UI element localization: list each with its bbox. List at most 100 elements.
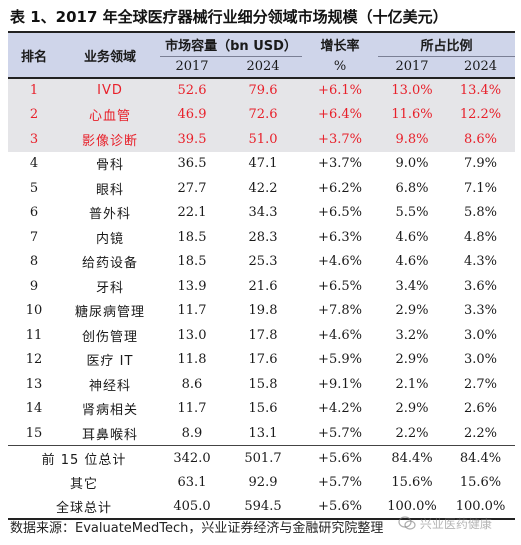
- cell-size-2024: 13.1: [248, 425, 278, 441]
- cell-size-2024: 594.5: [224, 494, 303, 520]
- summary-row: 前 15 位总计 342.0 501.7 +5.6% 84.4% 84.4%: [8, 445, 516, 470]
- cell-share-2024: 84.4%: [446, 445, 516, 470]
- cell-segment: 牙科: [95, 280, 124, 296]
- cell-size-2024: 17.8: [248, 327, 278, 343]
- cell-rank: 8: [29, 254, 39, 270]
- cell-rank: 11: [25, 327, 43, 343]
- cell-size-2017: 13.9: [177, 278, 207, 294]
- cell-rank: 15: [25, 425, 43, 441]
- table-body: 1 IVD 52.6 79.6 +6.1% 13.0% 13.4% 2 心血管 46.9 72.6 +…: [8, 78, 516, 520]
- cell-growth: +6.4%: [318, 107, 362, 123]
- cell-share-2017: 2.1%: [395, 376, 429, 392]
- cell-growth: +6.5%: [318, 205, 362, 221]
- cell-rank: 4: [29, 156, 39, 172]
- cell-size-2024: 72.6: [248, 107, 278, 123]
- cell-rank: 7: [29, 229, 39, 245]
- cell-growth: +5.6%: [302, 445, 379, 470]
- cell-size-2017: 18.5: [177, 254, 207, 270]
- table-row: 13 神经科 8.6 15.8 +9.1% 2.1% 2.7%: [8, 372, 515, 397]
- header-growth-unit: %: [302, 56, 379, 79]
- cell-growth: +6.2%: [318, 180, 362, 196]
- cell-share-2017: 5.5%: [395, 205, 429, 221]
- cell-growth: +4.6%: [318, 254, 362, 270]
- cell-size-2017: 11.8: [177, 352, 207, 368]
- cell-rank: 9: [29, 278, 39, 294]
- cell-rank: 3: [29, 131, 39, 147]
- cell-growth: +3.7%: [318, 156, 362, 172]
- cell-growth: +9.1%: [318, 376, 362, 392]
- header-share: 所占比例: [378, 32, 516, 57]
- cell-size-2017: 27.7: [177, 180, 207, 196]
- cell-size-2024: 15.6: [248, 401, 278, 417]
- wechat-icon: [398, 516, 416, 530]
- table-row: 1 IVD 52.6 79.6 +6.1% 13.0% 13.4%: [8, 78, 516, 103]
- cell-summary-label: 全球总计: [8, 494, 160, 520]
- cell-size-2024: 21.6: [248, 278, 278, 294]
- table-row: 11 创伤管理 13.0 17.8 +4.6% 3.2% 3.0%: [8, 323, 515, 348]
- table-header: 排名 业务领域 市场容量（bn USD） 增长率 所占比例 2017 2024 …: [8, 32, 516, 79]
- table-row: 6 普外科 22.1 34.3 +6.5% 5.5% 5.8%: [8, 201, 515, 226]
- summary-row: 其它 63.1 92.9 +5.7% 15.6% 15.6%: [8, 470, 515, 495]
- cell-share-2024: 3.0%: [464, 352, 498, 368]
- summary-row: 全球总计 405.0 594.5 +5.6% 100.0% 100.0%: [8, 494, 516, 520]
- cell-growth: +5.7%: [318, 425, 362, 441]
- cell-segment: 创伤管理: [81, 329, 138, 345]
- cell-share-2024: 4.8%: [464, 229, 498, 245]
- table-row: 12 医疗 IT 11.8 17.6 +5.9% 2.9% 3.0%: [8, 348, 515, 373]
- cell-segment: 神经科: [88, 378, 131, 394]
- cell-segment: IVD: [97, 83, 123, 99]
- market-table-wrapper: 排名 业务领域 市场容量（bn USD） 增长率 所占比例 2017 2024 …: [8, 31, 516, 520]
- header-size-2024: 2024: [224, 56, 303, 79]
- cell-share-2017: 2.9%: [395, 401, 429, 417]
- cell-growth: +3.7%: [318, 131, 362, 147]
- cell-size-2024: 42.2: [248, 180, 278, 196]
- cell-share-2024: 7.9%: [464, 156, 498, 172]
- cell-growth: +6.1%: [318, 83, 362, 99]
- cell-rank: 5: [29, 180, 39, 196]
- cell-share-2024: 3.6%: [464, 278, 498, 294]
- header-rank: 排名: [8, 32, 60, 79]
- cell-size-2024: 19.8: [248, 303, 278, 319]
- cell-share-2024: 5.8%: [464, 205, 498, 221]
- cell-share-2024: 3.3%: [464, 303, 498, 319]
- cell-share-2024: 7.1%: [464, 180, 498, 196]
- cell-share-2017: 2.2%: [395, 425, 429, 441]
- table-row: 4 骨科 36.5 47.1 +3.7% 9.0% 7.9%: [8, 152, 515, 177]
- cell-size-2017: 18.5: [177, 229, 207, 245]
- cell-share-2017: 3.2%: [395, 327, 429, 343]
- cell-share-2017: 2.9%: [395, 352, 429, 368]
- cell-share-2017: 9.0%: [395, 156, 429, 172]
- cell-rank: 14: [25, 401, 43, 417]
- cell-segment: 医疗 IT: [86, 354, 134, 370]
- data-source-note: 数据来源：EvaluateMedTech，兴业证券经济与金融研究院整理: [10, 521, 384, 536]
- cell-growth: +4.2%: [318, 401, 362, 417]
- cell-share-2024: 2.7%: [464, 376, 498, 392]
- cell-rank: 13: [25, 376, 43, 392]
- cell-share-2024: 4.3%: [464, 254, 498, 270]
- cell-size-2017: 342.0: [160, 445, 224, 470]
- cell-size-2024: 79.6: [248, 83, 278, 99]
- cell-rank: 1: [29, 83, 39, 99]
- cell-size-2017: 11.7: [177, 401, 207, 417]
- cell-share-2024: 2.6%: [464, 401, 498, 417]
- table-row: 10 糖尿病管理 11.7 19.8 +7.8% 2.9% 3.3%: [8, 299, 515, 324]
- table-row: 3 影像诊断 39.5 51.0 +3.7% 9.8% 8.6%: [8, 127, 516, 152]
- cell-growth: +4.6%: [318, 327, 362, 343]
- cell-segment: 耳鼻喉科: [81, 427, 138, 443]
- header-share-2017: 2017: [378, 56, 447, 79]
- table-row: 7 内镜 18.5 28.3 +6.3% 4.6% 4.8%: [8, 225, 515, 250]
- market-table: 排名 业务领域 市场容量（bn USD） 增长率 所占比例 2017 2024 …: [8, 31, 516, 520]
- watermark-text: 兴业医药健康: [419, 517, 492, 531]
- cell-growth: +6.3%: [318, 229, 362, 245]
- cell-growth: +6.5%: [318, 278, 362, 294]
- cell-segment: 眼科: [95, 182, 124, 198]
- cell-size-2017: 11.7: [177, 303, 207, 319]
- cell-share-2024: 8.6%: [464, 131, 498, 147]
- cell-share-2024: 3.0%: [464, 327, 498, 343]
- cell-share-2017: 9.8%: [395, 131, 429, 147]
- cell-size-2024: 501.7: [224, 445, 303, 470]
- cell-size-2017: 13.0: [177, 327, 207, 343]
- cell-growth: +7.8%: [318, 303, 362, 319]
- cell-size-2024: 92.9: [248, 474, 278, 490]
- cell-size-2017: 46.9: [177, 107, 207, 123]
